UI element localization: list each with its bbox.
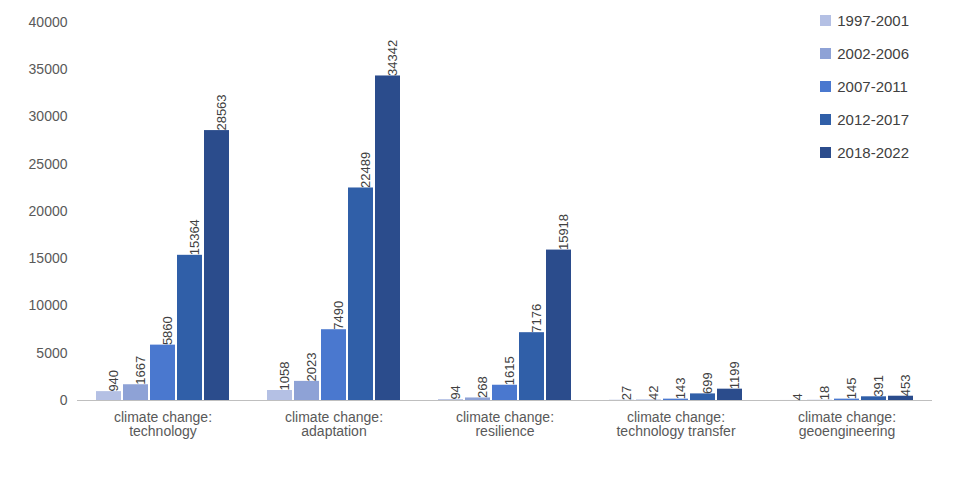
svg-text:1667: 1667 <box>133 356 148 385</box>
svg-text:1058: 1058 <box>277 362 292 391</box>
svg-text:30000: 30000 <box>29 108 68 124</box>
svg-text:climate change:technology: climate change:technology <box>114 409 212 439</box>
svg-text:940: 940 <box>106 370 121 392</box>
svg-text:1615: 1615 <box>502 356 517 385</box>
svg-text:25000: 25000 <box>29 156 68 172</box>
svg-text:15918: 15918 <box>556 214 571 250</box>
html-text:2007-2011: 2007-2011 <box>837 78 908 95</box>
svg-text:7176: 7176 <box>529 304 544 333</box>
svg-text:2023: 2023 <box>304 352 319 381</box>
svg-text:climate change:technology tran: climate change:technology transfer <box>616 409 735 439</box>
svg-text:18: 18 <box>817 386 832 400</box>
svg-text:94: 94 <box>448 385 463 399</box>
html-text:2002-2006: 2002-2006 <box>837 45 909 62</box>
svg-text:145: 145 <box>844 377 859 399</box>
html-text:2018-2022: 2018-2022 <box>837 144 909 161</box>
svg-text:7490: 7490 <box>331 301 346 330</box>
svg-text:20000: 20000 <box>29 203 68 219</box>
svg-text:climate change:resilience: climate change:resilience <box>456 409 554 439</box>
svg-text:5000: 5000 <box>36 345 67 361</box>
svg-text:climate change:adaptation: climate change:adaptation <box>285 409 383 439</box>
svg-text:35000: 35000 <box>29 61 68 77</box>
svg-text:15364: 15364 <box>187 219 202 255</box>
svg-text:climate change:geoengineering: climate change:geoengineering <box>798 409 896 439</box>
svg-text:0: 0 <box>60 392 68 408</box>
svg-text:40000: 40000 <box>29 14 68 30</box>
svg-text:143: 143 <box>673 377 688 399</box>
svg-text:15000: 15000 <box>29 250 68 266</box>
svg-text:391: 391 <box>871 375 886 397</box>
svg-text:453: 453 <box>898 375 913 397</box>
svg-text:27: 27 <box>619 386 634 400</box>
svg-text:28563: 28563 <box>214 94 229 130</box>
svg-text:5860: 5860 <box>160 316 175 345</box>
svg-text:34342: 34342 <box>385 40 400 76</box>
svg-text:42: 42 <box>646 386 661 400</box>
svg-text:268: 268 <box>475 376 490 398</box>
html-text:2012-2017: 2012-2017 <box>837 111 909 128</box>
svg-text:4: 4 <box>790 393 805 400</box>
svg-text:22489: 22489 <box>358 152 373 188</box>
html-text:1997-2001: 1997-2001 <box>837 12 909 29</box>
svg-text:1199: 1199 <box>727 361 742 389</box>
svg-text:10000: 10000 <box>29 297 68 313</box>
svg-text:699: 699 <box>700 372 715 394</box>
